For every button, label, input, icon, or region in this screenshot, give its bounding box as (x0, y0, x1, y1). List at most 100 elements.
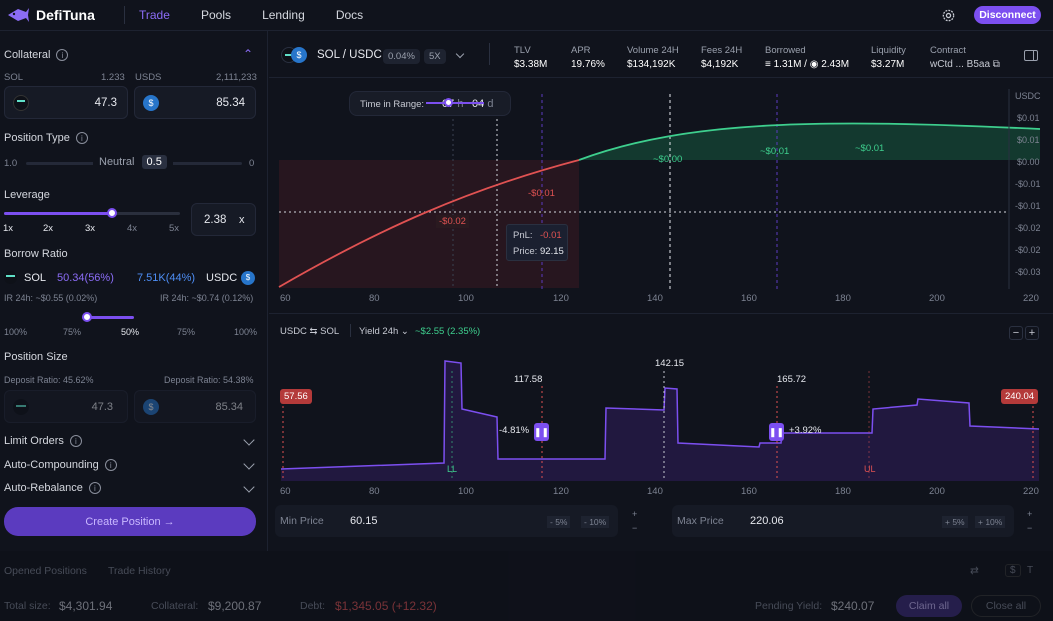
yield-dropdown[interactable]: Yield 24h ⌄ (359, 326, 409, 337)
pair-name[interactable]: SOL / USDC (317, 49, 382, 61)
borrow-ratio-knob[interactable] (82, 312, 92, 322)
chevron-down-icon[interactable] (243, 458, 255, 470)
app-logo[interactable]: DefiTuna (6, 6, 124, 24)
borrow-ratio-track[interactable] (82, 316, 134, 319)
max-plus-10-button[interactable]: + 10% (975, 516, 1006, 528)
stat-fees: Fees 24H $4,192K (701, 45, 742, 70)
chevron-down-icon[interactable] (243, 481, 255, 493)
claim-all-button[interactable]: Claim all (896, 595, 962, 617)
chevron-down-icon[interactable] (455, 49, 465, 59)
info-icon[interactable]: i (69, 435, 82, 447)
token-toggle[interactable]: T (1027, 565, 1034, 576)
leverage-input[interactable]: 2.38 x (191, 203, 256, 236)
collateral-b-input[interactable]: $ 85.34 (134, 86, 256, 119)
min-minus-10-button[interactable]: - 10% (581, 516, 610, 528)
collapse-chevron-icon[interactable]: ⌃ (243, 47, 254, 61)
max-plus-5-button[interactable]: + 5% (942, 516, 968, 528)
pnl-label: -$0.02 (436, 215, 469, 228)
x-tick: 140 (647, 486, 663, 497)
collateral-a-input[interactable]: 47.3 (4, 86, 128, 119)
x-tick: 160 (741, 293, 757, 304)
currency-toggle[interactable]: $ (1005, 564, 1021, 577)
tooltip-pnl-value: -0.01 (540, 230, 562, 241)
time-slider-knob[interactable] (444, 98, 453, 107)
borrow-tick[interactable]: 75% (177, 327, 196, 337)
pnl-chart (278, 89, 1041, 289)
min-minus-5-button[interactable]: - 5% (547, 516, 571, 528)
y-tick: $0.01 (1017, 113, 1040, 123)
range-low-handle[interactable]: ❚❚ (534, 423, 549, 441)
borrow-tick[interactable]: 50% (121, 327, 140, 337)
swap-icon[interactable]: ⇄ (970, 565, 979, 577)
tab-opened-positions[interactable]: Opened Positions (4, 565, 87, 577)
nav-trade[interactable]: Trade (139, 8, 170, 22)
total-size-label: Total size: (4, 600, 51, 612)
max-price-field[interactable]: Max Price 220.06 + 5% + 10% (672, 505, 1014, 537)
min-increment-button[interactable]: + (632, 509, 638, 519)
auto-rebalance-row[interactable]: Auto-Rebalance i (4, 482, 101, 494)
create-position-button[interactable]: Create Position → (4, 507, 256, 536)
divider (350, 324, 351, 337)
position-type-label: Neutral (99, 156, 135, 168)
ll-marker: LL (447, 464, 458, 474)
stat-label: Fees 24H (701, 45, 743, 56)
limit-orders-row[interactable]: Limit Orders i (4, 435, 82, 447)
info-icon[interactable]: i (88, 482, 101, 494)
pending-yield-value: $240.07 (831, 599, 875, 613)
x-tick: 80 (369, 486, 380, 497)
info-icon[interactable]: i (56, 49, 69, 61)
leverage-tick[interactable]: 5x (169, 223, 180, 234)
stat-value: wCtd ... B5aa ⧉ (930, 59, 1000, 70)
x-tick: 120 (553, 293, 569, 304)
top-bar: DefiTuna Trade Pools Lending Docs Discon… (0, 0, 1053, 31)
borrow-tick[interactable]: 75% (63, 327, 82, 337)
min-price-field[interactable]: Min Price 60.15 - 5% - 10% (275, 505, 618, 537)
usdc-token-icon: $ (143, 399, 159, 415)
leverage-tick[interactable]: 3x (85, 223, 96, 234)
panel-toggle-icon[interactable] (1024, 50, 1038, 61)
settings-gear-icon[interactable] (941, 8, 956, 23)
max-price-value: 220.06 (750, 515, 784, 527)
auto-compounding-row[interactable]: Auto-Compounding i (4, 459, 117, 471)
disconnect-button[interactable]: Disconnect (974, 6, 1041, 24)
time-days[interactable]: 04 d (472, 98, 493, 110)
borrow-token-a: SOL (24, 272, 47, 284)
max-decrement-button[interactable]: − (1027, 523, 1033, 533)
stat-contract[interactable]: Contract wCtd ... B5aa ⧉ (930, 45, 1000, 70)
stat-tlv: TLV $3.38M (514, 45, 547, 70)
x-tick: 220 (1023, 293, 1039, 304)
chevron-down-icon[interactable] (243, 434, 255, 446)
x-tick: 120 (553, 486, 569, 497)
info-icon[interactable]: i (75, 132, 88, 144)
max-increment-button[interactable]: + (1027, 509, 1033, 519)
nav-pools[interactable]: Pools (200, 8, 231, 22)
y-tick: $0.00 (1017, 157, 1040, 167)
min-decrement-button[interactable]: − (632, 523, 638, 533)
borrow-tick[interactable]: 100% (4, 327, 28, 337)
max-price-marker[interactable]: 240.04 (1001, 389, 1039, 404)
pnl-label: ~$0.00 (653, 154, 683, 165)
tab-trade-history[interactable]: Trade History (108, 565, 171, 577)
leverage-tick[interactable]: 1x (3, 223, 14, 234)
borrow-tick[interactable]: 100% (234, 327, 258, 337)
nav-docs[interactable]: Docs (335, 8, 364, 22)
range-high-handle[interactable]: ❚❚ (769, 423, 784, 441)
close-all-button[interactable]: Close all (971, 595, 1041, 617)
max-price-label: Max Price (677, 515, 724, 527)
zoom-in-button[interactable]: + (1025, 326, 1039, 340)
position-type-slider[interactable]: Neutral 0.5 (93, 154, 173, 170)
x-tick: 100 (458, 486, 474, 497)
leverage-knob[interactable] (107, 208, 117, 218)
collateral-b-value: 85.34 (216, 97, 245, 109)
fee-badge: 0.04% (383, 49, 420, 64)
stat-apr: APR 19.76% (571, 45, 605, 70)
info-icon[interactable]: i (104, 459, 117, 471)
nav-lending[interactable]: Lending (262, 8, 305, 22)
leverage-tick[interactable]: 2x (43, 223, 54, 234)
zoom-out-button[interactable]: − (1009, 326, 1023, 340)
min-price-marker[interactable]: 57.56 (280, 389, 312, 404)
liquidity-pair-toggle[interactable]: USDC ⇆ SOL (280, 326, 340, 337)
leverage-tick[interactable]: 4x (127, 223, 138, 234)
time-slider-track[interactable] (426, 102, 484, 104)
tooltip-pnl-label: PnL: (513, 230, 533, 241)
